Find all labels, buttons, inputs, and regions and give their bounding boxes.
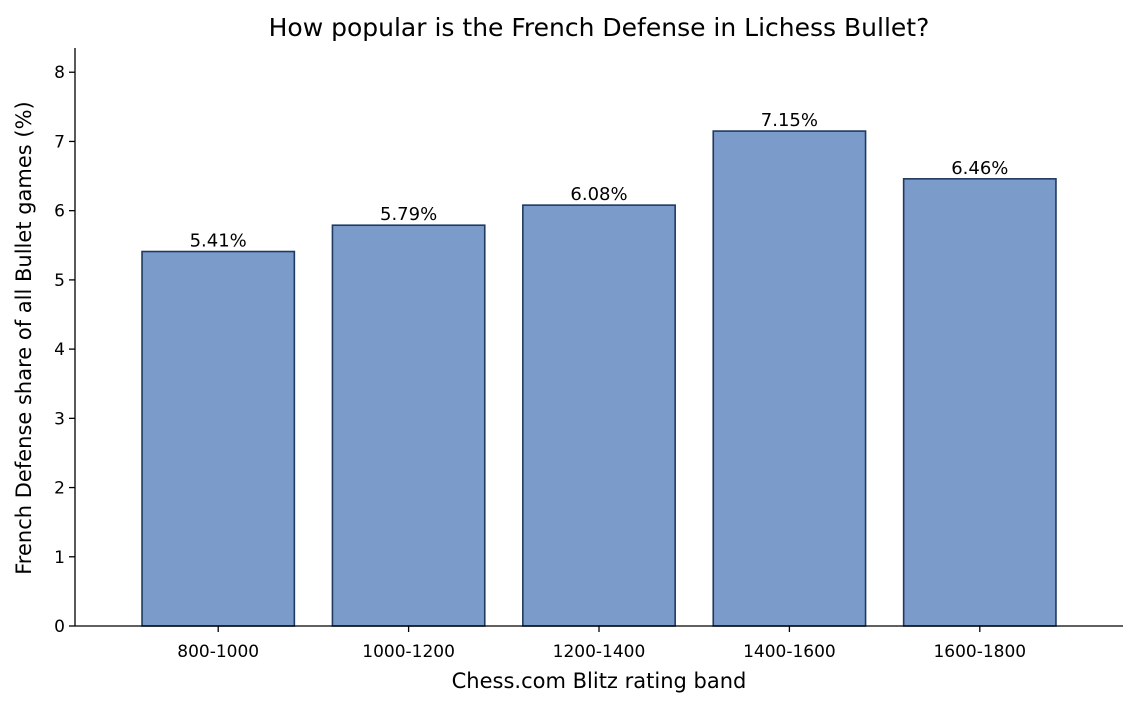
y-axis-title: French Defense share of all Bullet games… xyxy=(12,101,36,575)
data-label-1400-1600: 7.15% xyxy=(761,110,818,131)
y-tick-label: 2 xyxy=(54,479,65,499)
data-label-1000-1200: 5.79% xyxy=(380,204,437,225)
bar-1600-1800 xyxy=(902,178,1057,627)
x-tick-label: 800-1000 xyxy=(177,642,259,662)
y-tick-label: 4 xyxy=(54,340,65,360)
bars-group xyxy=(141,130,1057,627)
bar-800-1000 xyxy=(141,250,296,627)
x-tick-label: 1000-1200 xyxy=(362,642,455,662)
y-tick-label: 8 xyxy=(54,63,65,83)
x-axis: 800-1000 1000-1200 1200-1400 1400-1600 1600-… xyxy=(75,625,1123,662)
x-axis-title: Chess.com Blitz rating band xyxy=(452,669,747,693)
y-tick-label: 7 xyxy=(54,132,65,152)
bar-1000-1200 xyxy=(331,224,486,627)
data-label-1600-1800: 6.46% xyxy=(951,158,1008,179)
data-label-1200-1400: 6.08% xyxy=(570,184,627,205)
y-tick-label: 5 xyxy=(54,271,65,291)
y-tick-label: 6 xyxy=(54,202,65,222)
y-tick-label: 1 xyxy=(54,548,65,568)
bar-1200-1400 xyxy=(522,204,676,627)
x-tick-label: 1200-1400 xyxy=(553,642,646,662)
y-tick-label: 0 xyxy=(54,617,65,637)
y-axis: 0 1 2 3 4 5 6 7 8 xyxy=(54,48,76,637)
bar-1400-1600 xyxy=(712,130,867,627)
data-labels-group: 5.41% 5.79% 6.08% 7.15% 6.46% xyxy=(190,110,1009,251)
chart-title: How popular is the French Defense in Lic… xyxy=(269,13,930,42)
data-label-800-1000: 5.41% xyxy=(190,231,247,252)
x-tick-label: 1600-1800 xyxy=(933,642,1026,662)
x-tick-label: 1400-1600 xyxy=(743,642,836,662)
y-tick-label: 3 xyxy=(54,409,65,429)
